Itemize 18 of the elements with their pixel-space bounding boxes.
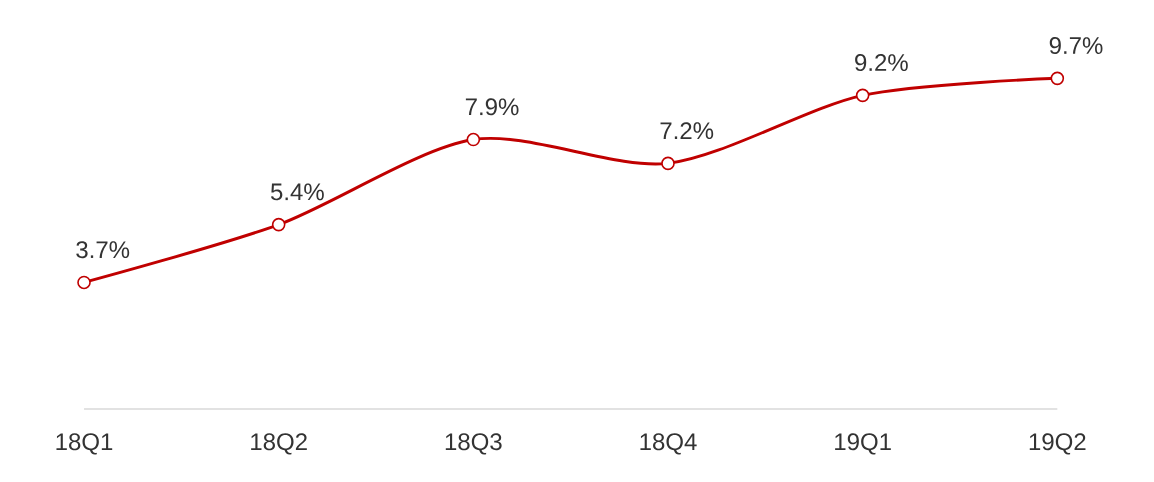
x-tick-label: 18Q4 xyxy=(640,433,697,455)
data-label: 7.2% xyxy=(660,122,714,140)
data-label: 3.7% xyxy=(76,241,130,259)
x-tick-label: 19Q2 xyxy=(1029,433,1086,455)
point xyxy=(661,156,675,171)
point xyxy=(855,88,870,103)
x-tick-label: 19Q1 xyxy=(835,433,891,455)
point xyxy=(271,217,286,232)
point xyxy=(1050,71,1065,86)
point xyxy=(466,132,481,147)
x-tick-label: 18Q2 xyxy=(251,433,307,455)
x-tick-label: 18Q1 xyxy=(56,433,113,455)
x-tick-label: 18Q3 xyxy=(445,433,502,455)
data-label: 9.7% xyxy=(1049,37,1103,55)
data-label: 7.9% xyxy=(465,98,519,116)
point xyxy=(77,275,91,290)
data-label: 5.4% xyxy=(270,183,324,201)
data-label: 9.2% xyxy=(855,54,908,72)
